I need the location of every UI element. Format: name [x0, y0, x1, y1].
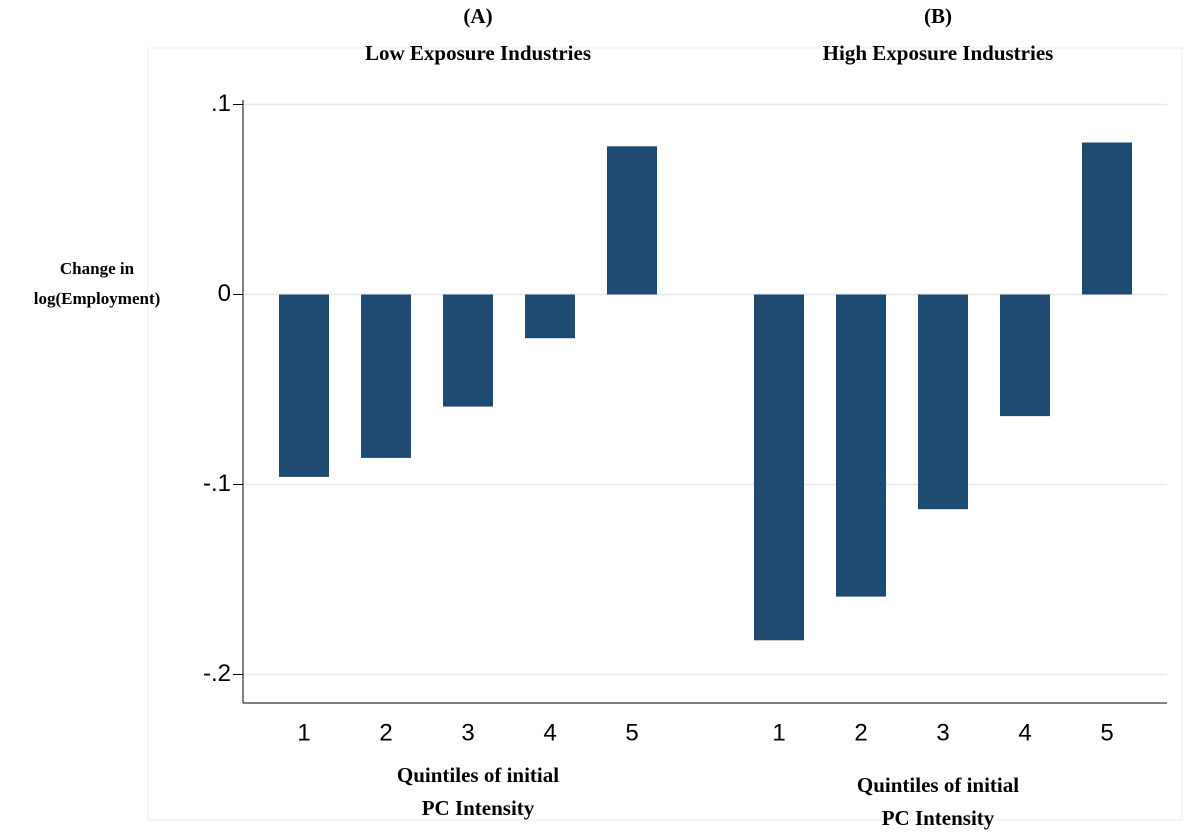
y-tick-label: .1	[211, 90, 231, 117]
x-tick-label: 4	[1018, 719, 1031, 746]
x-tick-label: 1	[297, 719, 310, 746]
y-tick-label: 0	[218, 280, 231, 307]
x-tick-label: 3	[936, 719, 949, 746]
panel-title: (B)	[924, 4, 952, 28]
x-tick-label: 3	[461, 719, 474, 746]
x-axis-label: PC Intensity	[422, 796, 535, 820]
panel-title: (A)	[463, 4, 492, 28]
x-axis-label: Quintiles of initial	[397, 763, 559, 787]
y-tick-label: -.2	[203, 660, 231, 687]
frame	[147, 47, 1183, 821]
bar	[918, 294, 968, 510]
x-tick-label: 4	[543, 719, 556, 746]
bar	[754, 294, 804, 641]
y-axis-label: Change in	[60, 259, 135, 278]
x-tick-label: 1	[772, 719, 785, 746]
bar	[1082, 142, 1132, 295]
panel-subtitle: Low Exposure Industries	[365, 41, 591, 65]
panel-subtitle: High Exposure Industries	[823, 41, 1054, 65]
x-tick-label: 5	[625, 719, 638, 746]
bar	[361, 294, 411, 458]
bar	[1000, 294, 1050, 417]
bar	[525, 294, 575, 339]
bar	[279, 294, 329, 477]
y-axis-label: log(Employment)	[34, 289, 161, 308]
x-tick-label: 2	[379, 719, 392, 746]
x-axis-label: PC Intensity	[882, 806, 995, 830]
x-tick-label: 5	[1100, 719, 1113, 746]
bar	[836, 294, 886, 597]
x-axis-label: Quintiles of initial	[857, 773, 1019, 797]
y-tick-label: -.1	[203, 470, 231, 497]
x-tick-label: 2	[854, 719, 867, 746]
bar	[607, 146, 657, 295]
bar	[443, 294, 493, 407]
